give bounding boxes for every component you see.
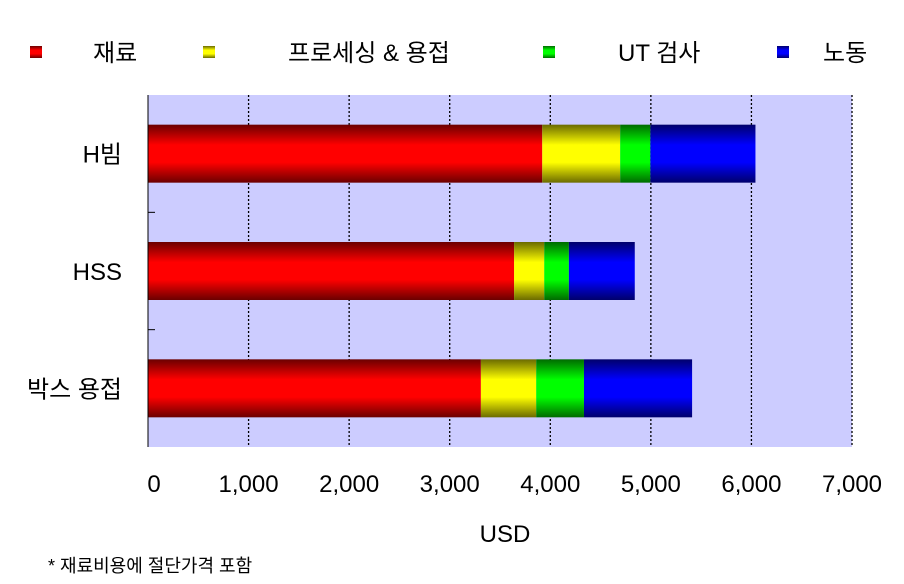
footnote: * 재료비용에 절단가격 포함 (48, 556, 252, 576)
legend-swatch (543, 46, 555, 58)
legend-label: 재료 (93, 40, 137, 67)
x-tick-label: 2,000 (319, 471, 379, 498)
x-tick-label: 3,000 (420, 471, 480, 498)
x-tick-label: 0 (147, 471, 160, 498)
bar-segment (148, 242, 515, 300)
legend-label: UT 검사 (618, 40, 700, 67)
bar-segment (536, 359, 584, 418)
bar-segment (568, 242, 635, 300)
x-axis-label: USD (480, 521, 531, 548)
category-label: 박스 용접 (27, 376, 122, 403)
x-tick-label: 6,000 (721, 471, 781, 498)
bar-segment (148, 359, 481, 418)
x-tick-label: 4,000 (520, 471, 580, 498)
legend-swatch (30, 46, 42, 58)
legend-label: 노동 (823, 40, 867, 67)
x-tick-label: 5,000 (621, 471, 681, 498)
x-tick-label: 7,000 (822, 471, 882, 498)
bar-segment (148, 124, 543, 183)
category-label: H빔 (83, 142, 122, 169)
x-tick-label: 1,000 (219, 471, 279, 498)
legend-label: 프로세싱 & 용접 (288, 40, 450, 67)
bar-segment (583, 359, 693, 418)
bar-segment (620, 124, 651, 183)
category-label: HSS (73, 259, 122, 286)
bar-segment (542, 124, 621, 183)
legend-swatch (777, 46, 789, 58)
bar-segment (650, 124, 756, 183)
legend-swatch (203, 46, 215, 58)
bar-segment (480, 359, 537, 418)
bar-segment (544, 242, 569, 300)
bar-segment (514, 242, 545, 300)
